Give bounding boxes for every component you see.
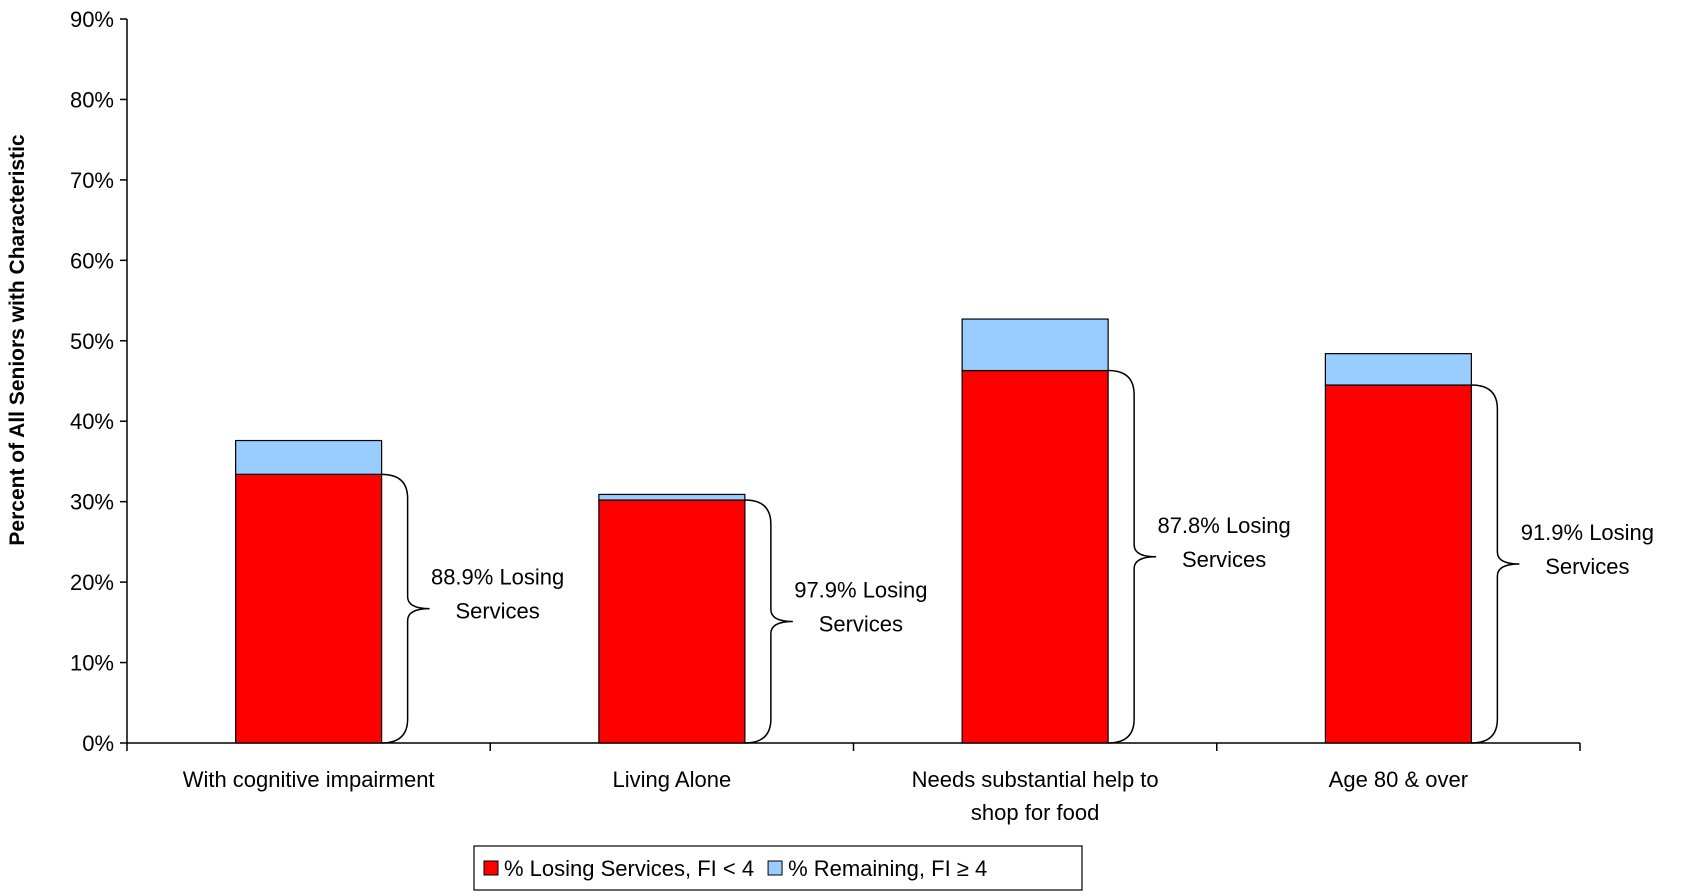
bar-remaining [1324,353,1472,386]
x-category-label: Age 80 & over [1329,767,1468,792]
bar-losing-services [961,369,1109,744]
y-tick-label: 30% [70,490,114,515]
bar-losing-services [1324,384,1472,744]
y-tick-label: 90% [70,7,114,32]
y-tick-label: 20% [70,570,114,595]
bar-remaining [961,318,1109,372]
annotations: 88.9% Losing Services 97.9% Losing Services… [381,369,1654,744]
legend-swatch [483,860,499,876]
curly-brace [1471,384,1520,744]
x-category-label: Needs substantial help to shop for food [912,767,1159,825]
curly-brace [381,473,430,744]
annotation-label: 91.9% Losing Services [1521,520,1654,579]
curly-brace [1108,369,1157,744]
legend-label: % Remaining, FI ≥ 4 [788,856,987,881]
x-category-label: Living Alone [613,767,732,792]
annotation-label: 97.9% Losing Services [794,578,927,637]
bar-remaining [235,439,383,475]
y-tick-label: 80% [70,87,114,112]
bars [235,318,1472,744]
x-axis: With cognitive impairment Living Alone Nee… [126,742,1581,825]
bar-losing-services [235,473,383,744]
curly-brace [744,499,793,744]
legend-label: % Losing Services, FI < 4 [504,856,754,881]
y-tick-label: 10% [70,651,114,676]
y-axis-title: Percent of All Seniors with Characterist… [6,134,29,545]
bar-losing-services [598,499,746,744]
y-tick-label: 70% [70,168,114,193]
y-tick-label: 50% [70,329,114,354]
y-tick-label: 40% [70,409,114,434]
annotation-label: 87.8% Losing Services [1157,513,1290,572]
y-axis: 0% 10% 20% 30% 40% 50% 60% 70% 80% 90% [70,7,128,756]
annotation-label: 88.9% Losing Services [431,565,564,624]
legend-swatch [767,860,783,876]
y-tick-label: 0% [82,731,114,756]
x-category-label: With cognitive impairment [183,767,435,792]
bar-remaining [598,493,746,501]
y-tick-label: 60% [70,248,114,273]
legend: % Losing Services, FI < 4 % Remaining, FI… [473,845,1083,891]
